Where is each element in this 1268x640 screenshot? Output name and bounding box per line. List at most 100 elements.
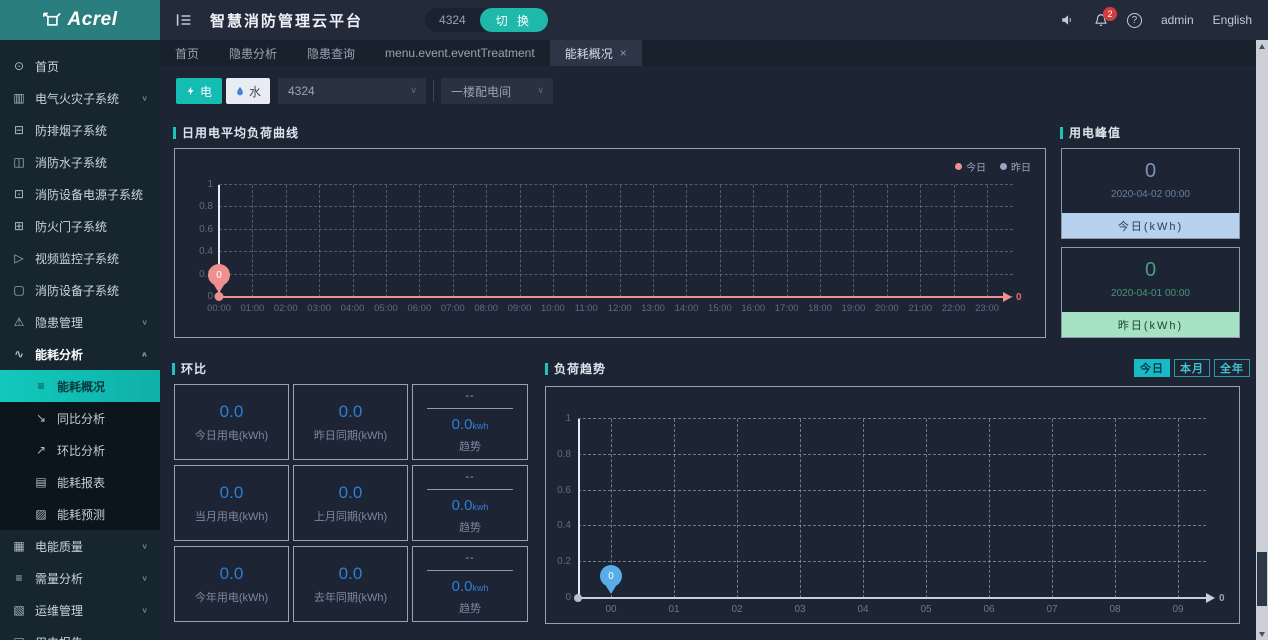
x-axis-tick-label: 16:00 — [741, 303, 766, 314]
submenu-energy-analysis: ≡ 能耗概况 ↘ 同比分析 ↗ 环比分析 ▤ 能耗报表 ▨ 能耗预测 — [0, 370, 160, 530]
app-header: Acrel 智慧消防管理云平台 4324 切 换 — [0, 0, 1268, 40]
x-axis-tick-label: 04 — [857, 604, 869, 615]
sidebar-item[interactable]: ▢ 消防设备子系统 — [0, 274, 160, 306]
y-axis-tick-label: 0 — [207, 291, 213, 302]
sidebar-item-label: 能耗概况 — [57, 379, 106, 394]
gridline-vertical — [853, 185, 855, 297]
sidebar-item[interactable]: ≡ 能耗概况 — [0, 370, 160, 402]
tab[interactable]: 首页 — [160, 40, 214, 66]
sidebar-item-label: 能耗分析 — [35, 347, 84, 362]
sidebar-item-label: 能耗预测 — [57, 507, 106, 522]
sidebar-item[interactable]: ∿ 能耗分析 ∧ — [0, 338, 160, 370]
legend-item[interactable]: 今日 — [955, 159, 986, 174]
scrollbar-thumb[interactable] — [1257, 552, 1267, 606]
sidebar-item[interactable]: ⊡ 消防设备电源子系统 — [0, 178, 160, 210]
peak-datetime: 2020-04-01 00:00 — [1111, 288, 1190, 299]
x-axis-tick-label: 09 — [1172, 604, 1184, 615]
tab[interactable]: 隐患查询 — [292, 40, 370, 66]
x-axis-tick-label: 20:00 — [874, 303, 899, 314]
vertical-scrollbar[interactable] — [1256, 40, 1268, 640]
gridline-vertical — [352, 185, 354, 297]
sidebar-item[interactable]: ⊞ 防火门子系统 — [0, 210, 160, 242]
sidebar-collapse-icon[interactable] — [176, 13, 192, 27]
sidebar-item[interactable]: ▤ 能耗报表 — [0, 466, 160, 498]
report-icon: ▤ — [35, 475, 47, 489]
gridline-horizontal — [578, 561, 1206, 563]
load-trend-chart: 0 0.2 0.4 0.6 0.8 1 00 01 02 03 04 05 06 07 08 09 0 0 — [545, 386, 1240, 624]
stat-value: 0.0 — [219, 401, 244, 421]
username[interactable]: admin — [1160, 13, 1194, 27]
sidebar-item[interactable]: ▨ 能耗预测 — [0, 498, 160, 530]
tab-label: 能耗概况 — [564, 46, 613, 61]
legend-item[interactable]: 昨日 — [1000, 159, 1031, 174]
gridline-horizontal — [219, 184, 1013, 185]
trend-range-button[interactable]: 全年 — [1214, 359, 1250, 377]
gridline-vertical — [611, 419, 612, 598]
project-select[interactable]: 4324 — [278, 78, 426, 104]
sidebar-item-label: 能耗报表 — [57, 475, 106, 490]
sidebar-item[interactable]: ⚠ 隐患管理 ∨ — [0, 306, 160, 338]
x-axis-tick-label: 18:00 — [808, 303, 832, 314]
x-axis-tick-label: 10:00 — [541, 303, 565, 314]
sidebar-item-label: 电气火灾子系统 — [35, 91, 120, 106]
tab-label: 首页 — [175, 46, 200, 61]
axis-end-label: 0 — [1219, 593, 1225, 604]
x-axis-tick-label: 07 — [1046, 604, 1058, 615]
trend-range-button[interactable]: 今日 — [1134, 359, 1170, 377]
tab[interactable]: menu.event.eventTreatment — [370, 40, 550, 66]
gridline-vertical — [586, 185, 588, 297]
stat-label: 去年同期(kWh) — [313, 591, 388, 604]
announcement-speaker-icon[interactable] — [1060, 13, 1075, 27]
gridline-vertical — [786, 185, 788, 297]
language-switcher[interactable]: English — [1212, 13, 1252, 27]
sidebar-item-label: 同比分析 — [57, 411, 106, 426]
x-axis-tick-label: 03:00 — [307, 303, 332, 314]
notification-bell-icon[interactable]: 2 — [1094, 7, 1117, 27]
y-axis-line — [578, 419, 580, 598]
gridline-horizontal — [578, 489, 1206, 491]
help-icon[interactable] — [1126, 12, 1142, 28]
peak-card: 0 2020-04-02 00:00 今日(kWh) — [1061, 148, 1240, 239]
sidebar-item[interactable]: ▤ 用电报告 — [0, 626, 160, 640]
electric-filter-button[interactable]: 电 — [176, 78, 222, 104]
scroll-down-arrow-icon[interactable] — [1256, 628, 1268, 640]
tab[interactable]: 能耗概况 × — [549, 40, 642, 66]
trend-value: 0.0kwh — [451, 416, 489, 433]
trend-card: -- 0.0kwh 趋势 — [412, 465, 528, 541]
sidebar-item[interactable]: ▧ 运维管理 ∨ — [0, 594, 160, 626]
gridline-horizontal — [219, 251, 1013, 253]
series-zero-line — [578, 597, 1206, 599]
y-axis-line — [218, 185, 220, 297]
water-filter-button[interactable]: 水 — [226, 78, 270, 104]
sidebar-item[interactable]: ≡ 需量分析 ∨ — [0, 562, 160, 594]
sidebar-item[interactable]: ⊟ 防排烟子系统 — [0, 114, 160, 146]
x-axis-tick-label: 09:00 — [507, 303, 532, 314]
gridline-vertical — [953, 185, 955, 297]
switch-project-button[interactable]: 切 换 — [479, 8, 549, 32]
sidebar-item[interactable]: ↘ 同比分析 — [0, 402, 160, 434]
sidebar-item-label: 电能质量 — [35, 539, 84, 554]
marker-tail — [214, 285, 224, 293]
sidebar-item[interactable]: ▦ 电能质量 ∨ — [0, 530, 160, 562]
legend-label: 今日 — [966, 163, 986, 174]
tab-close-icon[interactable]: × — [619, 46, 627, 60]
room-select[interactable]: 一楼配电间 — [441, 78, 553, 104]
gridline-vertical — [285, 185, 287, 297]
gridline-vertical — [1115, 419, 1116, 598]
section-title-ring: 环比 — [172, 360, 207, 377]
stat-label: 昨日同期(kWh) — [313, 429, 388, 442]
sidebar-item[interactable]: ↗ 环比分析 — [0, 434, 160, 466]
scroll-up-arrow-icon[interactable] — [1256, 40, 1268, 52]
electric-filter-label: 电 — [199, 84, 212, 99]
x-axis-tick-label: 08:00 — [474, 303, 499, 314]
sidebar-item[interactable]: ⊙ 首页 — [0, 50, 160, 82]
marker-tail — [606, 586, 616, 594]
sidebar-item[interactable]: ◫ 消防水子系统 — [0, 146, 160, 178]
sidebar-item[interactable]: ▥ 电气火灾子系统 ∨ — [0, 82, 160, 114]
tab[interactable]: 隐患分析 — [214, 40, 292, 66]
sidebar-item[interactable]: ▷ 视频监控子系统 — [0, 242, 160, 274]
sidebar-item-label: 防火门子系统 — [35, 219, 108, 234]
x-axis-tick-label: 03 — [794, 604, 806, 615]
trend-range-button[interactable]: 本月 — [1174, 359, 1210, 377]
x-axis-tick-label: 00 — [605, 604, 617, 615]
